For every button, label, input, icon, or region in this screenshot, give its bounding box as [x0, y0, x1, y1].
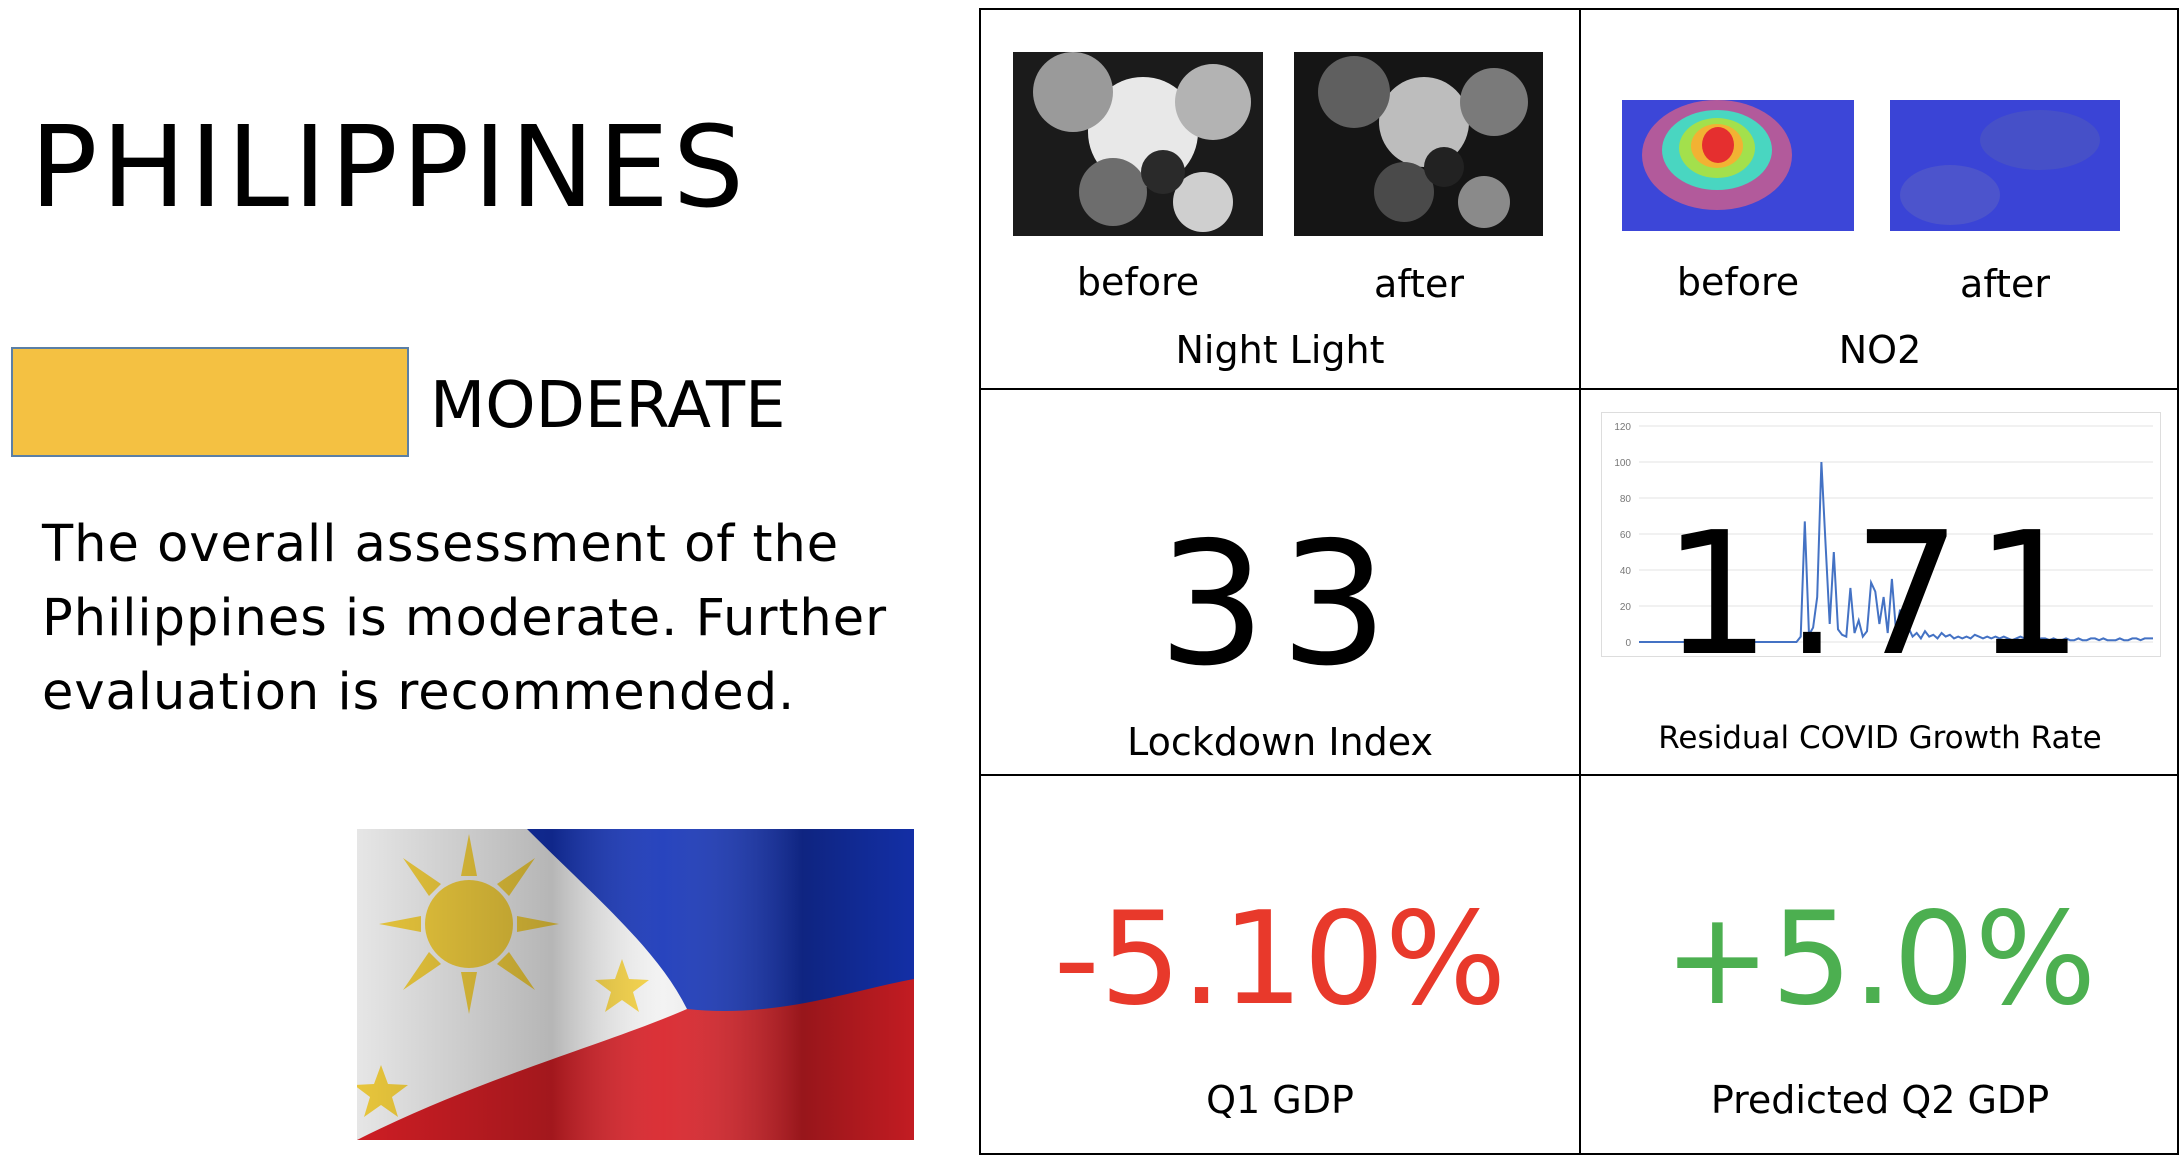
- country-title: PHILIPPINES: [30, 103, 748, 233]
- q1-gdp-caption: Q1 GDP: [1206, 1078, 1354, 1122]
- night-light-before-image: [1013, 52, 1263, 236]
- night-light-before-label: before: [1076, 260, 1200, 304]
- covid-caption: Residual COVID Growth Rate: [1658, 720, 2102, 756]
- q2-gdp-panel: +5.0% Predicted Q2 GDP: [1581, 776, 2179, 1153]
- q2-gdp-value: +5.0%: [1663, 885, 2097, 1034]
- no2-before-label: before: [1676, 260, 1800, 304]
- night-light-after-image: [1294, 52, 1543, 236]
- indicator-grid: before after Night Light before after NO…: [979, 8, 2179, 1155]
- rating-color-swatch: [11, 347, 409, 457]
- night-light-after-label: after: [1374, 262, 1464, 306]
- chart-y-tick-label: 40: [1620, 566, 1632, 577]
- lockdown-value: 33: [1157, 506, 1403, 704]
- covid-series-line: [1639, 461, 2153, 643]
- night-light-panel: before after Night Light: [981, 10, 1581, 390]
- no2-after-image: [1890, 100, 2120, 231]
- no2-after-label: after: [1960, 262, 2050, 306]
- philippines-flag-image: [357, 829, 914, 1140]
- chart-y-tick-label: 80: [1620, 494, 1632, 505]
- chart-y-tick-label: 120: [1614, 422, 1631, 433]
- covid-growth-chart: 0 20 40 60 80 100 120: [1601, 412, 2161, 657]
- q1-gdp-value: -5.10%: [1053, 885, 1507, 1034]
- q1-gdp-panel: -5.10% Q1 GDP: [981, 776, 1581, 1153]
- no2-before-image: [1622, 100, 1854, 231]
- covid-value: 1.71: [1662, 496, 2098, 694]
- covid-panel: 0 20 40 60 80 100 120 1.71 Residual COVID Grow…: [1581, 390, 2179, 776]
- chart-y-tick-label: 20: [1620, 602, 1632, 613]
- lockdown-caption: Lockdown Index: [1127, 720, 1433, 764]
- lockdown-panel: 33 Lockdown Index: [981, 390, 1581, 776]
- assessment-text: The overall assessment of the Philippine…: [42, 515, 888, 722]
- night-light-caption: Night Light: [1175, 328, 1385, 372]
- q2-gdp-caption: Predicted Q2 GDP: [1710, 1078, 2050, 1122]
- no2-caption: NO2: [1838, 328, 1922, 372]
- chart-y-tick-label: 60: [1620, 530, 1632, 541]
- chart-y-tick-label: 100: [1614, 458, 1631, 469]
- no2-panel: before after NO2: [1581, 10, 2179, 390]
- chart-y-tick-label: 0: [1625, 638, 1631, 649]
- rating-label: MODERATE: [430, 369, 786, 443]
